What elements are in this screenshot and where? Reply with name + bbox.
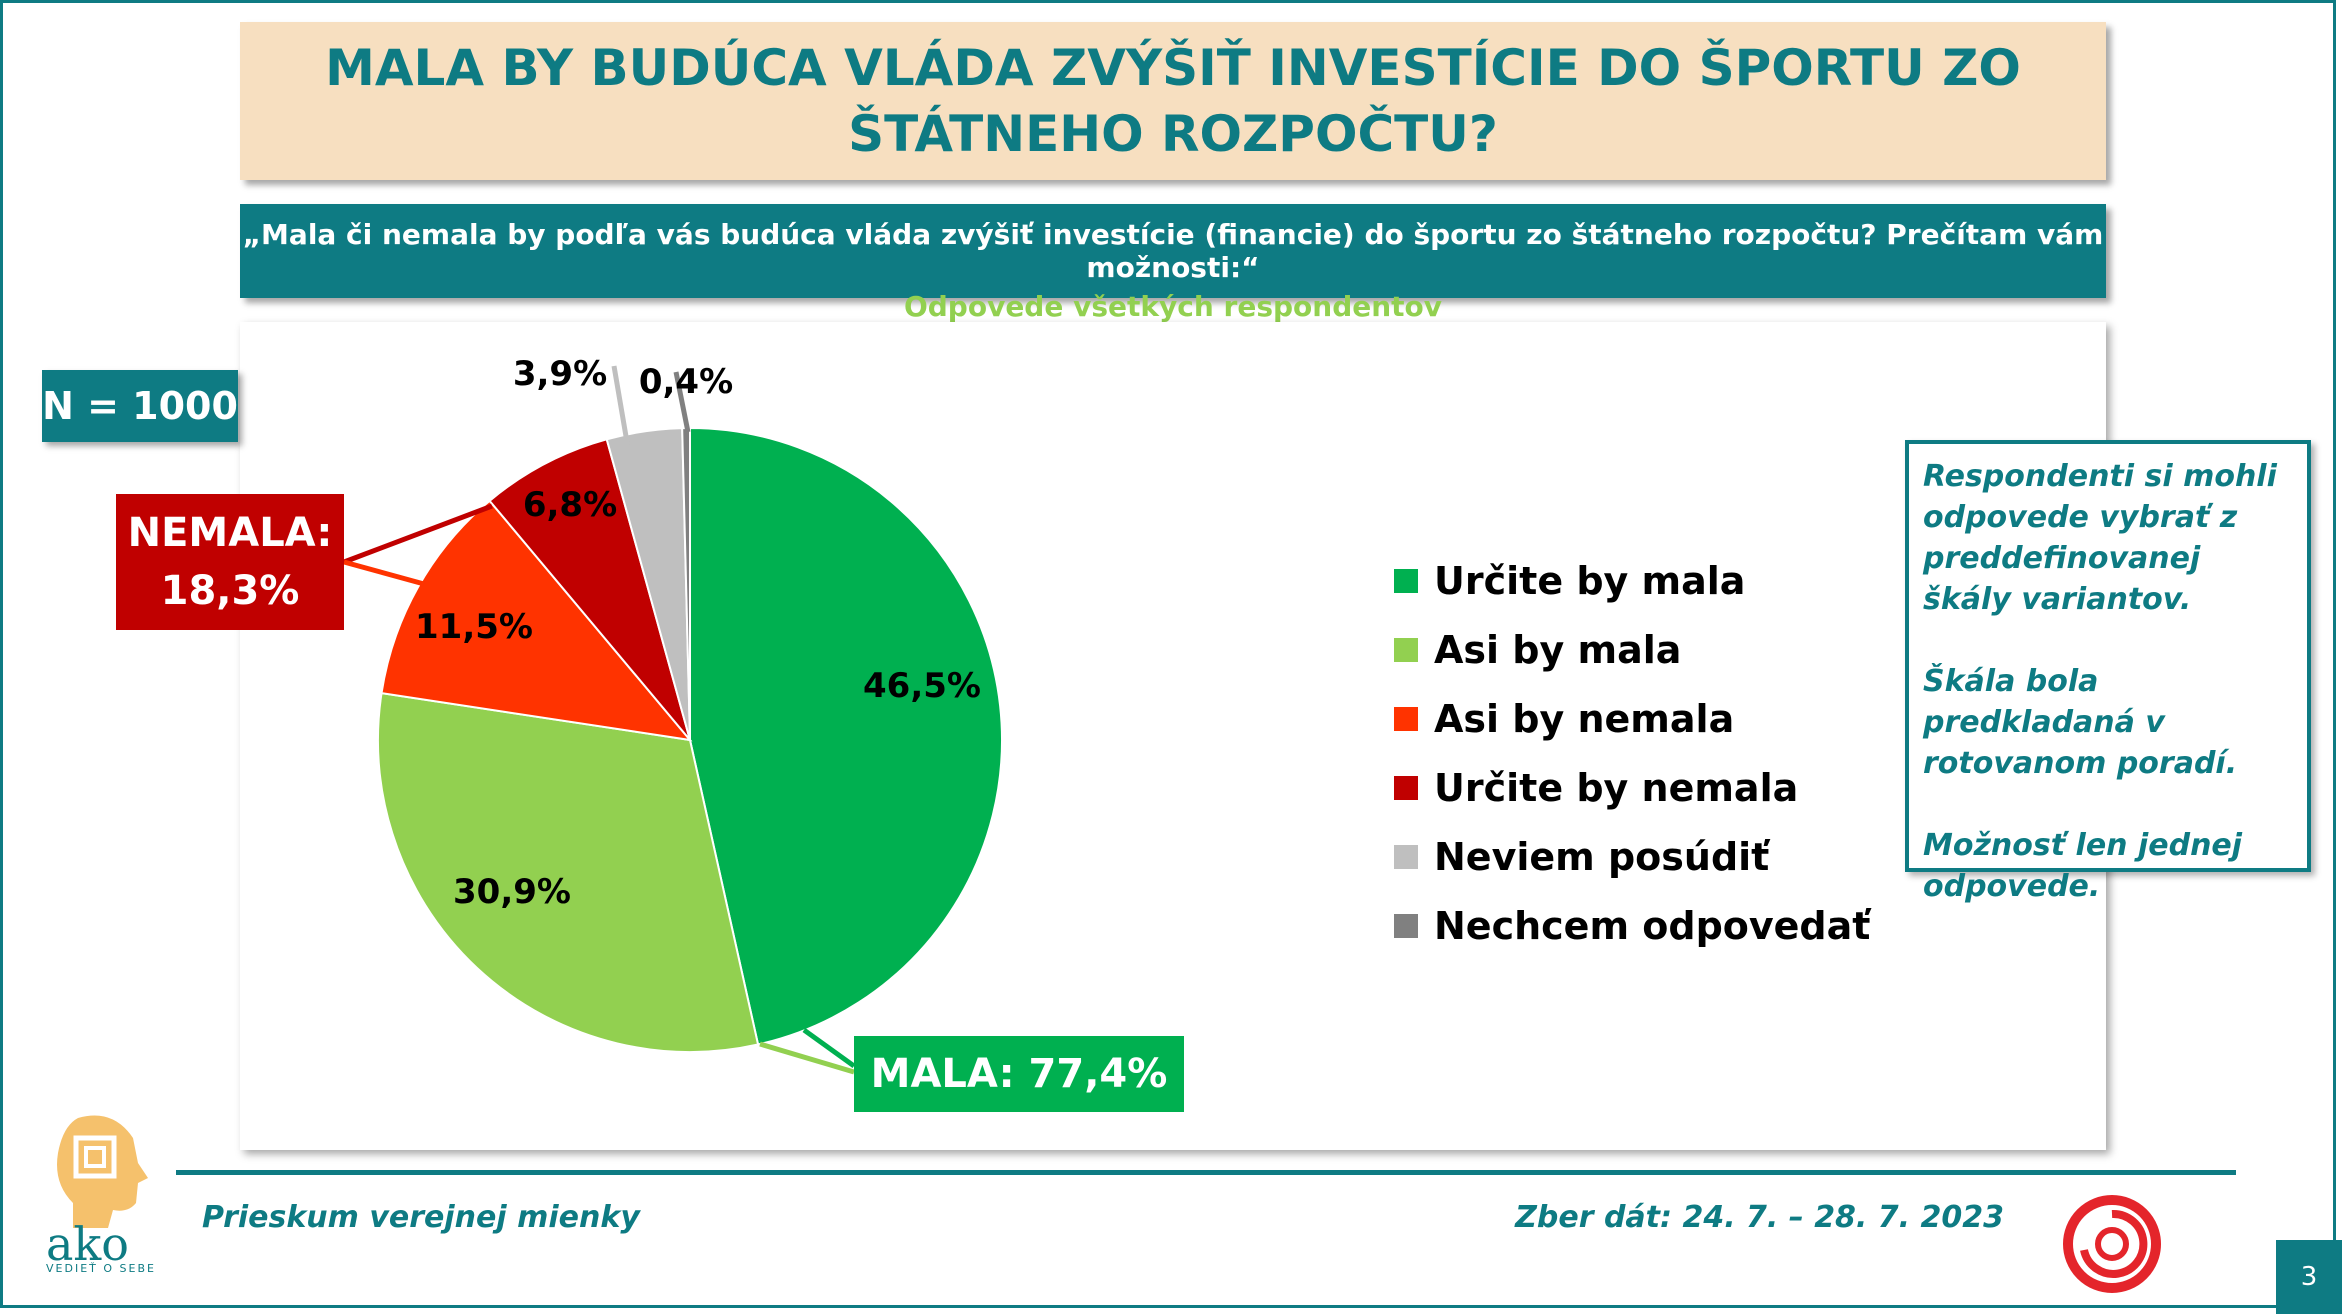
data-label-3: 11,5%: [415, 607, 533, 647]
data-label-5: 3,9%: [513, 354, 607, 394]
slide-title: MALA BY BUDÚCA VLÁDA ZVÝŠIŤ INVESTÍCIE D…: [325, 39, 2021, 163]
question-text: „Mala či nemala by podľa vás budúca vlád…: [242, 218, 2104, 284]
footer-date-range: Zber dát: 24. 7. – 28. 7. 2023: [1515, 1200, 2004, 1235]
pie-slice-2: [377, 691, 760, 1053]
legend-swatch: [1394, 775, 1418, 800]
note-paragraph-1: Respondenti si mohli odpovede vybrať z p…: [1923, 459, 2277, 617]
page-number: 3: [2276, 1240, 2342, 1314]
subquestion-text: Odpovede všetkých respondentov: [903, 290, 1443, 323]
ako-logo-icon: ako: [46, 1115, 148, 1271]
question-banner: „Mala či nemala by podľa vás budúca vlád…: [240, 204, 2106, 323]
pie-slice-4: [488, 438, 691, 741]
legend-item-6: Nechcem odpovedať: [1394, 891, 1870, 960]
leader-line-5: [759, 1041, 855, 1075]
legend-label: Určite by mala: [1434, 558, 1746, 603]
nemala-label: NEMALA:: [127, 510, 333, 556]
leader-line-6: [802, 1027, 856, 1069]
legend-swatch: [1394, 568, 1418, 593]
legend-label: Neviem posúdiť: [1434, 834, 1770, 879]
legend-label: Asi by nemala: [1434, 696, 1735, 741]
legend-item-3: Asi by nemala: [1394, 684, 1870, 753]
methodology-note: Respondenti si mohli odpovede vybrať z p…: [1905, 440, 2311, 904]
footer-survey-label: Prieskum verejnej mienky: [202, 1200, 640, 1235]
legend-label: Asi by mala: [1434, 627, 1682, 672]
sample-size-badge: N = 1000: [42, 370, 238, 442]
legend-label: Nechcem odpovedať: [1434, 903, 1871, 948]
pie-slice-1: [689, 426, 1003, 1046]
footer-divider: [176, 1170, 2236, 1175]
chart-legend: Určite by mala Asi by mala Asi by nemala Ur…: [1394, 546, 1870, 960]
leader-line-1: [611, 365, 631, 449]
legend-item-4: Určite by nemala: [1394, 753, 1870, 822]
nemala-group-label: NEMALA: 18,3%: [116, 494, 344, 630]
legend-item-5: Neviem posúdiť: [1394, 822, 1870, 891]
legend-item-2: Asi by mala: [1394, 615, 1870, 684]
data-label-1: 46,5%: [863, 666, 981, 706]
note-paragraph-2: Škála bola predkladaná v rotovanom porad…: [1923, 664, 2238, 781]
data-label-4: 6,8%: [523, 485, 617, 525]
legend-swatch: [1394, 706, 1418, 731]
nemala-value: 18,3%: [160, 568, 300, 614]
swirl-logo-icon: [2063, 1195, 2161, 1293]
data-label-6: 0,4%: [639, 362, 733, 402]
ako-tagline: VEDIEŤ O SEBE: [46, 1262, 156, 1275]
legend-label: Určite by nemala: [1434, 765, 1799, 810]
legend-swatch: [1394, 844, 1418, 869]
leader-line-3: [343, 503, 493, 565]
data-label-2: 30,9%: [453, 872, 571, 912]
legend-swatch: [1394, 637, 1418, 662]
title-banner: MALA BY BUDÚCA VLÁDA ZVÝŠIŤ INVESTÍCIE D…: [240, 22, 2106, 180]
note-paragraph-3: Možnosť len jednej odpovede.: [1923, 828, 2243, 904]
legend-item-1: Určite by mala: [1394, 546, 1870, 615]
leader-line-4: [343, 559, 425, 587]
legend-swatch: [1394, 913, 1418, 938]
leader-line-2: [673, 371, 691, 433]
mala-group-label: MALA: 77,4%: [854, 1036, 1184, 1112]
ako-logo-text: ako: [46, 1217, 129, 1271]
